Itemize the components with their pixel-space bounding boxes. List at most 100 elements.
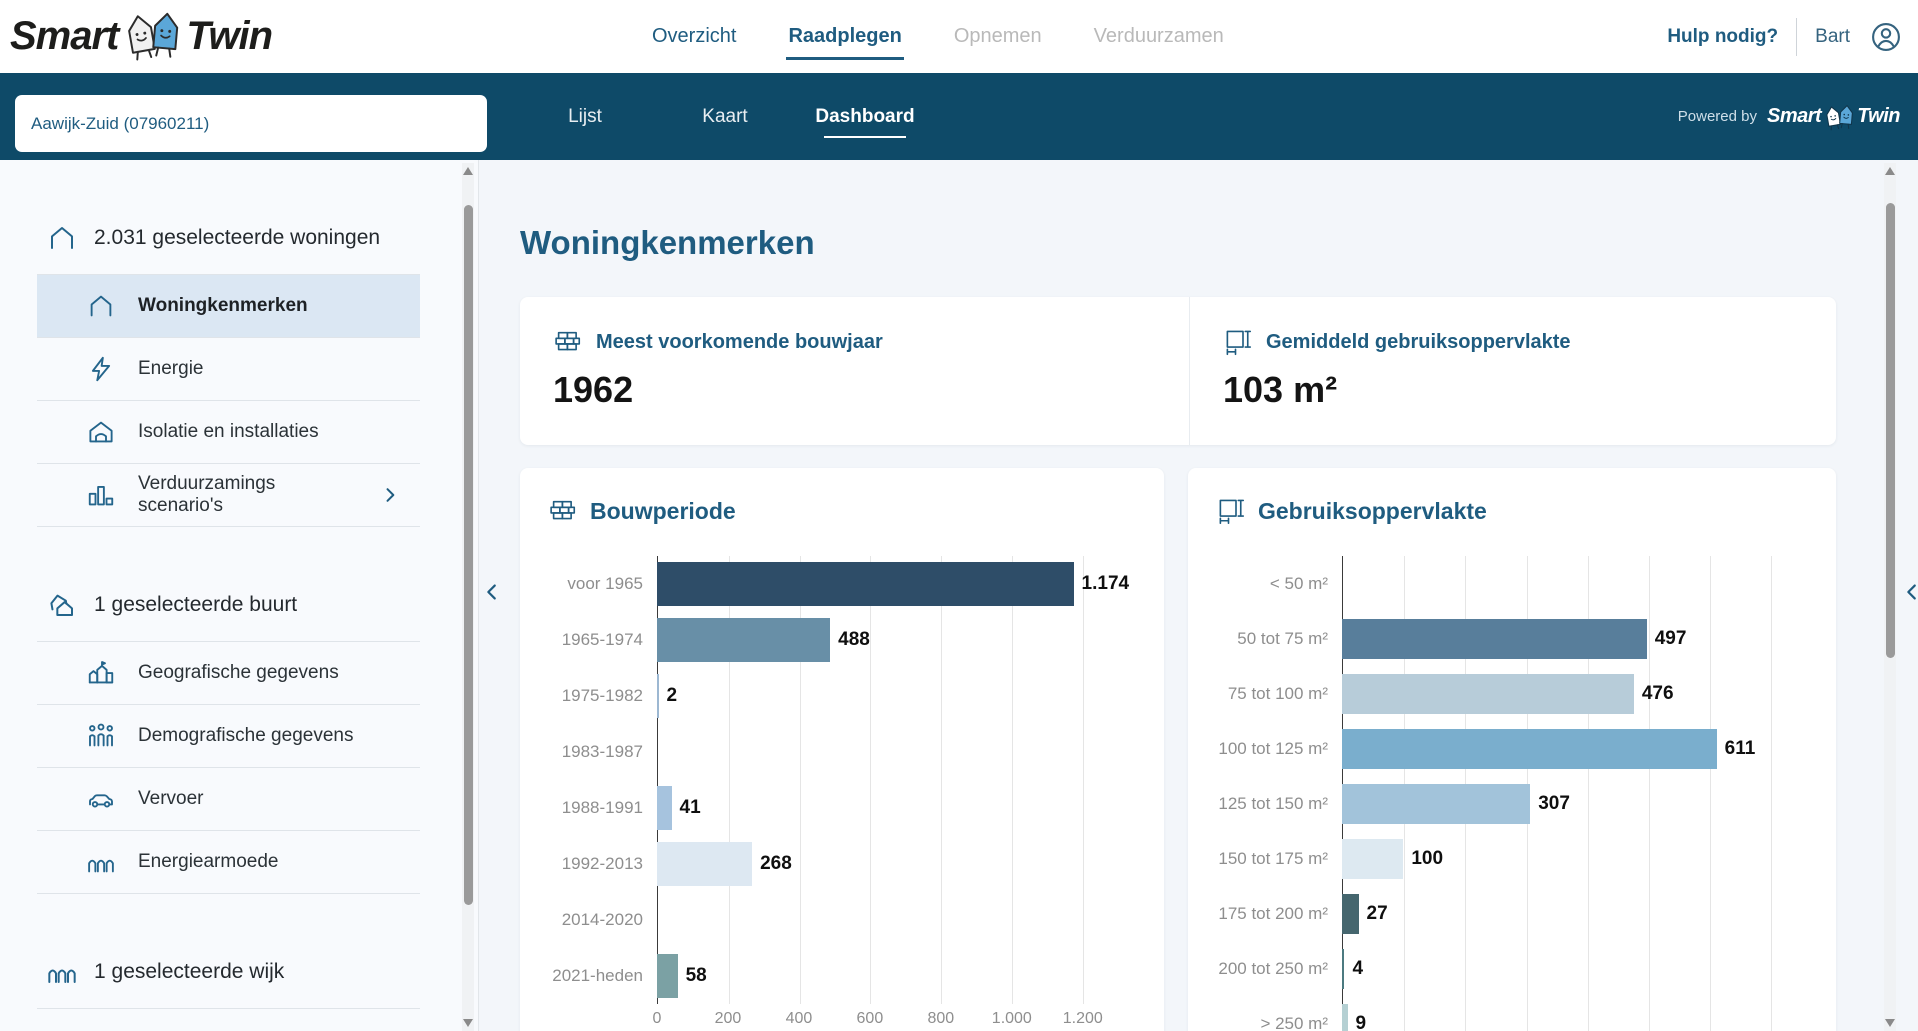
topbar: Lijst Kaart Dashboard Powered by Smart Twi… (0, 73, 1918, 160)
help-link[interactable]: Hulp nodig? (1667, 25, 1779, 47)
sidebar-item-label: Woningkenmerken (138, 295, 308, 316)
bar-value-label: 100 (1411, 847, 1444, 869)
nav-item-overzicht[interactable]: Overzicht (652, 25, 737, 47)
row-plot: 476 (1342, 666, 1808, 721)
sidebar-section-1-geselecteerde-wijk: 1 geselecteerde wijk (37, 956, 420, 988)
sidebar-item-verduurzamings-scenario-s[interactable]: Verduurzamings scenario's (37, 463, 420, 526)
sidebar-scrollbar-thumb[interactable] (463, 205, 473, 905)
bar-value-label: 497 (1654, 627, 1687, 649)
sidebar-item-vervoer[interactable]: Vervoer (37, 767, 420, 830)
sidebar-section-2-031-geselecteerde-woningen: 2.031 geselecteerde woningen (37, 222, 420, 254)
bar[interactable] (657, 562, 1074, 606)
scroll-up-icon[interactable] (1885, 167, 1895, 175)
row-plot: 4 (1342, 941, 1808, 996)
row-plot: 100 (1342, 831, 1808, 886)
sidebar-item-energiearmoede[interactable]: Energiearmoede (37, 830, 420, 893)
user-avatar-icon[interactable] (1868, 19, 1904, 55)
category-label: < 50 m² (1269, 573, 1328, 593)
chart-card-gebruiksoppervlakte: Gebruiksoppervlakte < 50 m² 50 tot 75 m² 4… (1188, 468, 1836, 1031)
stats-card: Meest voorkomende bouwjaar 1962 Gemiddeld … (520, 297, 1836, 445)
tab-lijst[interactable]: Lijst (568, 105, 602, 127)
nav-item-verduurzamen[interactable]: Verduurzamen (1093, 25, 1224, 47)
bar[interactable] (1342, 838, 1404, 879)
bar-value-label: 2 (666, 685, 678, 706)
chart-row-50-tot-75-m: 50 tot 75 m² 497 (1216, 611, 1808, 666)
bricks-icon (548, 496, 578, 526)
category-label: > 250 m² (1260, 1013, 1328, 1031)
category-label: 150 tot 175 m² (1218, 848, 1328, 868)
category-label: voor 1965 (567, 574, 643, 593)
buildings-icon (86, 658, 116, 688)
gridline (941, 556, 943, 1004)
chart-plot: voor 1965 1.174 1965-1974 488 1975-1982 2 1983… (548, 556, 1136, 1028)
bar-chart-icon (86, 480, 116, 510)
stat-gemiddeld-gebruiksoppervlakte: Gemiddeld gebruiksoppervlakte 103 m² (1190, 297, 1571, 445)
category-label: 200 tot 250 m² (1218, 958, 1328, 978)
sidebar-item-geografische-gegevens[interactable]: Geografische gegevens (37, 641, 420, 704)
scroll-up-icon[interactable] (463, 167, 473, 175)
bar[interactable] (657, 618, 831, 662)
row-plot: 488 (657, 612, 1136, 668)
chart-title: Gebruiksoppervlakte (1258, 497, 1487, 524)
bar[interactable] (657, 842, 753, 886)
right-panel-collapse-chevron-icon[interactable] (1901, 581, 1918, 603)
bar[interactable] (1342, 1003, 1348, 1031)
sidebar-item-woningkenmerken[interactable]: Woningkenmerken (37, 274, 420, 337)
bar[interactable] (1342, 728, 1717, 769)
chart-row-125-tot-150-m: 125 tot 150 m² 307 (1216, 776, 1808, 831)
sidebar-item-demografische-gegevens[interactable]: Demografische gegevens (37, 704, 420, 767)
chart-row-1992-2013: 1992-2013 268 (548, 836, 1136, 892)
main-scrollbar-thumb[interactable] (1885, 203, 1895, 658)
tab-dashboard[interactable]: Dashboard (795, 73, 935, 160)
sidebar-item-label: Geografische gegevens (138, 662, 339, 683)
bar[interactable] (657, 786, 672, 830)
bar[interactable] (1342, 783, 1531, 824)
sidebar-scrollbar[interactable] (462, 163, 474, 1031)
bar[interactable] (1342, 893, 1359, 934)
chart-header: Gebruiksoppervlakte (1188, 468, 1836, 526)
row-plot: 307 (1342, 776, 1808, 831)
x-tick-label: 1.000 (991, 1010, 1032, 1027)
bar[interactable] (1342, 618, 1647, 659)
tab-kaart[interactable]: Kaart (702, 105, 748, 127)
sidebar-collapse-chevron-icon[interactable] (481, 581, 503, 603)
bar[interactable] (657, 954, 678, 998)
chart-row-200-tot-250-m: 200 tot 250 m² 4 (1216, 941, 1808, 996)
nav-item-raadplegen[interactable]: Raadplegen (786, 21, 905, 60)
bar[interactable] (1342, 673, 1634, 714)
powered-by-logo: Smart Twin (1767, 102, 1900, 132)
bar[interactable] (657, 674, 659, 718)
sidebar-item-label: Verduurzamings scenario's (138, 473, 276, 516)
category-label: 125 tot 150 m² (1218, 793, 1328, 813)
sidebar-item-label: Demografische gegevens (138, 725, 354, 746)
gridline (1082, 556, 1084, 1004)
main-nav: Overzicht Raadplegen Opnemen Verduurzamen (650, 0, 1226, 73)
sidebar: 2.031 geselecteerde woningen Woningkenmer… (0, 160, 479, 1031)
bricks-icon (553, 327, 583, 357)
logo-houses-icon (1822, 102, 1856, 132)
sidebar-item-label: Energie (138, 358, 204, 379)
x-tick-label: 600 (856, 1010, 884, 1027)
category-label: 1975-1982 (561, 686, 643, 705)
scroll-down-icon[interactable] (463, 1019, 473, 1027)
sidebar-item-energie[interactable]: Energie (37, 337, 420, 400)
chart-row-1965-1974: 1965-1974 488 (548, 612, 1136, 668)
bar-value-label: 41 (679, 797, 701, 818)
sidebar-item-isolatie-en-installaties[interactable]: Isolatie en installaties (37, 400, 420, 463)
bar-value-label: 476 (1641, 682, 1674, 704)
logo-text-smart: Smart (1766, 105, 1822, 127)
stat-label: Meest voorkomende bouwjaar (596, 330, 883, 353)
region-search-input[interactable] (15, 95, 487, 152)
people-icon (86, 721, 116, 751)
sidebar-item-label: Vervoer (138, 788, 204, 809)
sidebar-section-title: 1 geselecteerde wijk (94, 960, 285, 983)
scroll-down-icon[interactable] (1885, 1019, 1895, 1027)
main-scrollbar[interactable] (1884, 163, 1896, 1031)
brand-logo[interactable]: Smart Twin (10, 4, 273, 68)
gridline (1771, 556, 1773, 1031)
bar[interactable] (1342, 948, 1345, 989)
nav-item-opnemen[interactable]: Opnemen (953, 25, 1042, 47)
sidebar-item-label: Isolatie en installaties (138, 421, 319, 442)
sidebar-section-1-geselecteerde-buurt: 1 geselecteerde buurt (37, 589, 420, 621)
